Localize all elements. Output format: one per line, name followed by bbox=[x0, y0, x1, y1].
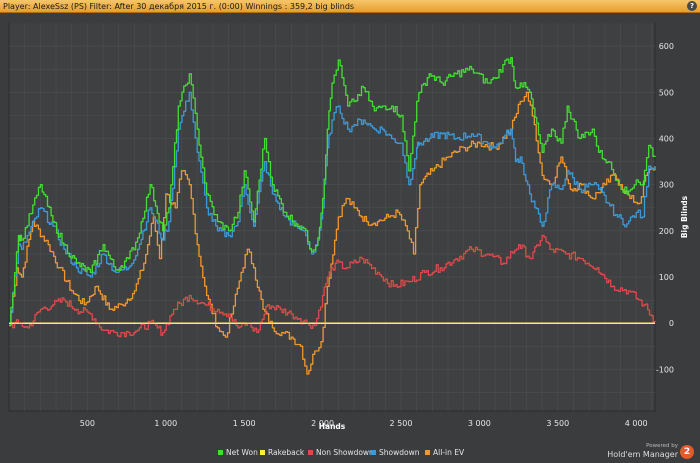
legend-entry: Non Showdown bbox=[316, 448, 374, 457]
legend-swatch bbox=[371, 450, 376, 455]
x-tick-label: 1 000 bbox=[154, 419, 177, 428]
winnings-chart: 500 1 000 1 500 2 000 2 500 3 000 3 500 4 000 -… bbox=[8, 22, 689, 457]
y-tick-label: 400 bbox=[659, 134, 674, 143]
legend-swatch bbox=[260, 450, 265, 455]
series-line-non-showdown bbox=[9, 234, 656, 338]
y-tick-label: 600 bbox=[659, 42, 674, 51]
y-tick-label: 100 bbox=[659, 273, 674, 282]
legend-swatch bbox=[218, 450, 223, 455]
plot-area bbox=[8, 22, 656, 412]
series-line-showdown bbox=[9, 91, 656, 327]
y-axis-ticks: -100 0 100 200 300 400 500 600 bbox=[656, 42, 674, 374]
help-icon[interactable]: ? bbox=[687, 1, 697, 11]
y-tick-label: 200 bbox=[659, 227, 674, 236]
grid-lines bbox=[9, 22, 655, 411]
x-tick-label: 3 500 bbox=[546, 419, 569, 428]
legend-swatch bbox=[308, 450, 313, 455]
series-line-net-won bbox=[9, 56, 656, 327]
legend-swatch bbox=[425, 450, 430, 455]
x-tick-label: 500 bbox=[80, 419, 95, 428]
legend-entry: Rakeback bbox=[268, 448, 305, 457]
x-tick-label: 2 500 bbox=[390, 419, 413, 428]
y-tick-label: -100 bbox=[656, 365, 674, 374]
y-tick-label: 0 bbox=[669, 319, 674, 328]
x-axis-label: Hands bbox=[319, 422, 346, 431]
y-tick-label: 300 bbox=[659, 181, 674, 190]
player-filter-summary: Player: AlexeSsz (PS) Filter: After 30 д… bbox=[3, 2, 355, 11]
legend: Net Won Rakeback Non Showdown Showdown All-i… bbox=[218, 448, 465, 457]
series-lines bbox=[9, 56, 656, 375]
x-axis-ticks: 500 1 000 1 500 2 000 2 500 3 000 3 500 4 000 bbox=[80, 419, 648, 428]
x-tick-label: 2 000 bbox=[311, 419, 334, 428]
y-tick-label: 500 bbox=[659, 88, 674, 97]
x-tick-label: 3 000 bbox=[468, 419, 491, 428]
series-line-all-in-ev bbox=[9, 91, 656, 375]
product-name: Hold'em Manager bbox=[607, 450, 678, 459]
legend-entry: Showdown bbox=[379, 448, 420, 457]
hm2-logo-icon: 2 bbox=[680, 445, 694, 459]
y-axis-label: Big Blinds bbox=[680, 195, 689, 238]
title-bar: Player: AlexeSsz (PS) Filter: After 30 д… bbox=[0, 0, 700, 13]
x-tick-label: 4 000 bbox=[625, 419, 648, 428]
legend-entry: Net Won bbox=[226, 448, 258, 457]
legend-entry: All-in EV bbox=[433, 448, 465, 457]
x-tick-label: 1 500 bbox=[233, 419, 256, 428]
powered-by-label: Powered by bbox=[646, 443, 678, 449]
